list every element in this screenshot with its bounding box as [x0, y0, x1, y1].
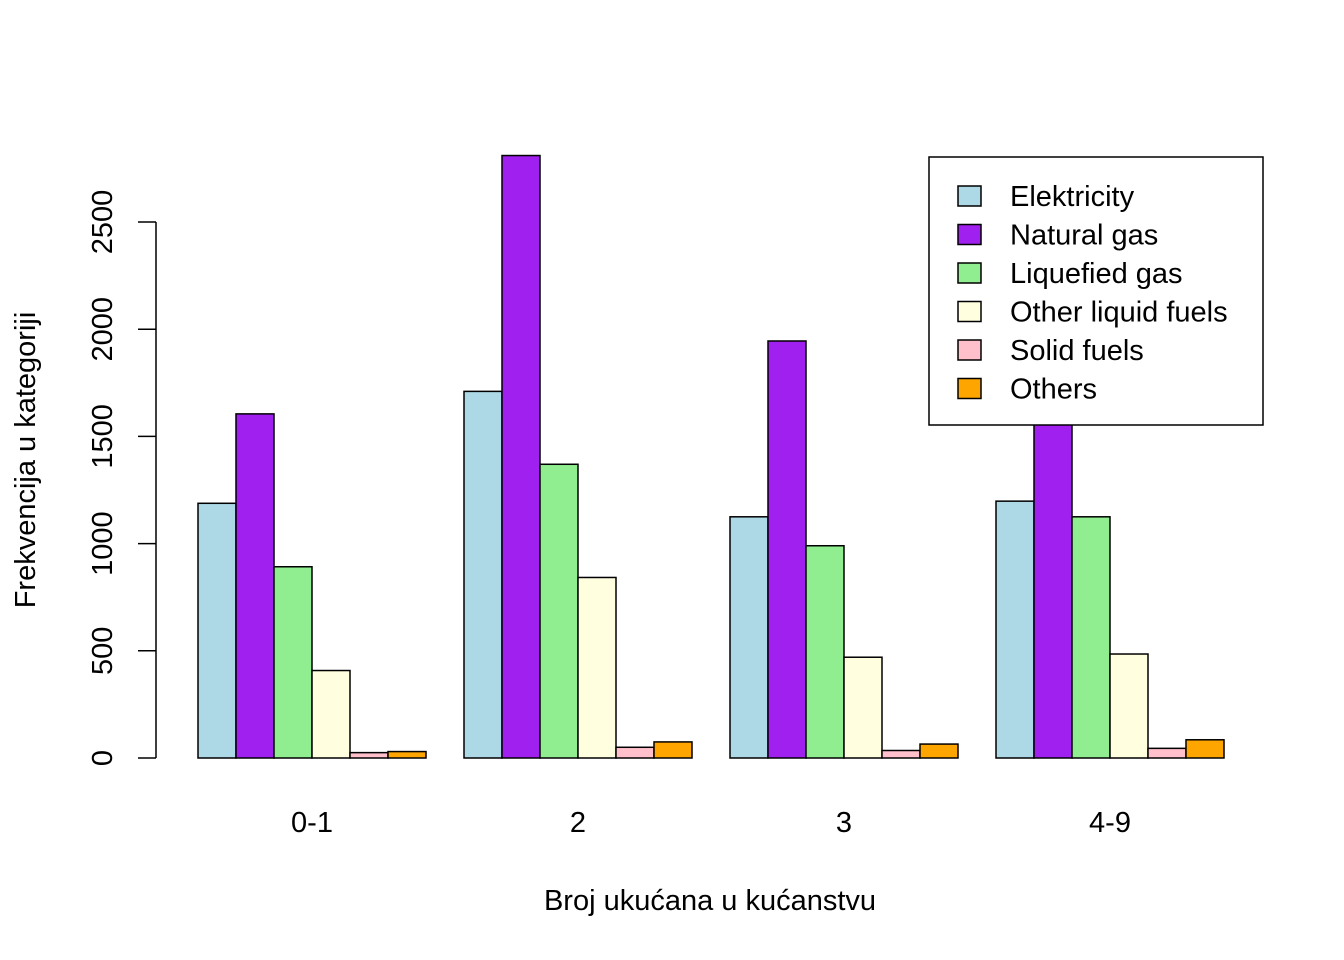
x-tick-label: 4-9: [1089, 807, 1131, 839]
legend-swatch: [957, 339, 982, 361]
bar-liquefied-gas-0-1: [273, 566, 313, 759]
bar-other-liquid-fuels-2: [577, 576, 617, 759]
x-tick-label: 2: [570, 807, 586, 839]
legend-label: Natural gas: [1010, 220, 1158, 252]
legend-label: Solid fuels: [1010, 335, 1144, 367]
x-tick-label: 0-1: [291, 807, 333, 839]
legend-label: Liquefied gas: [1010, 258, 1183, 290]
legend-swatch: [957, 300, 982, 323]
legend-label: Others: [1010, 374, 1097, 406]
bar-others-3: [919, 743, 959, 759]
y-tick-label: 1500: [87, 404, 119, 469]
x-axis-label: Broj ukućana u kućanstvu: [544, 885, 876, 917]
bar-solid-fuels-4-9: [1147, 747, 1187, 759]
bar-natural-gas-3: [767, 340, 807, 759]
legend-swatch: [957, 262, 982, 284]
bar-liquefied-gas-2: [539, 463, 579, 759]
bar-elektricity-2: [463, 390, 503, 759]
legend-box: [928, 156, 1264, 426]
bar-natural-gas-0-1: [235, 413, 275, 759]
bar-natural-gas-2: [501, 154, 541, 759]
bar-elektricity-4-9: [995, 500, 1035, 759]
x-tick-label: 3: [836, 807, 852, 839]
bar-liquefied-gas-3: [805, 544, 845, 759]
y-tick-label: 2500: [87, 190, 119, 255]
legend-label: Elektricity: [1010, 181, 1135, 213]
bar-other-liquid-fuels-3: [843, 656, 883, 759]
bar-solid-fuels-2: [615, 746, 655, 759]
y-axis-label: Frekvencija u kategoriji: [10, 312, 42, 609]
bar-liquefied-gas-4-9: [1071, 516, 1111, 759]
y-tick-label: 2000: [87, 297, 119, 362]
y-tick-label: 0: [87, 750, 119, 766]
bar-others-4-9: [1185, 739, 1225, 759]
legend-swatch: [957, 377, 982, 400]
bar-other-liquid-fuels-0-1: [311, 669, 351, 759]
bar-solid-fuels-3: [881, 749, 921, 759]
bar-others-0-1: [387, 750, 427, 759]
y-tick-label: 1000: [87, 511, 119, 576]
legend-swatch: [957, 223, 982, 246]
legend-swatch: [957, 185, 982, 207]
legend-label: Other liquid fuels: [1010, 297, 1228, 329]
y-tick-label: 500: [87, 627, 119, 675]
bar-elektricity-3: [729, 516, 769, 759]
bar-elektricity-0-1: [197, 502, 237, 759]
y-axis: 0 500 1000 1500 2000 2500: [87, 190, 157, 766]
bar-other-liquid-fuels-4-9: [1109, 653, 1149, 759]
bar-solid-fuels-0-1: [349, 751, 389, 759]
x-axis: 0-1 2 3 4-9: [291, 807, 1131, 839]
legend: Elektricity Natural gas Liquefied gas Other…: [928, 156, 1264, 426]
bar-others-2: [653, 741, 693, 759]
